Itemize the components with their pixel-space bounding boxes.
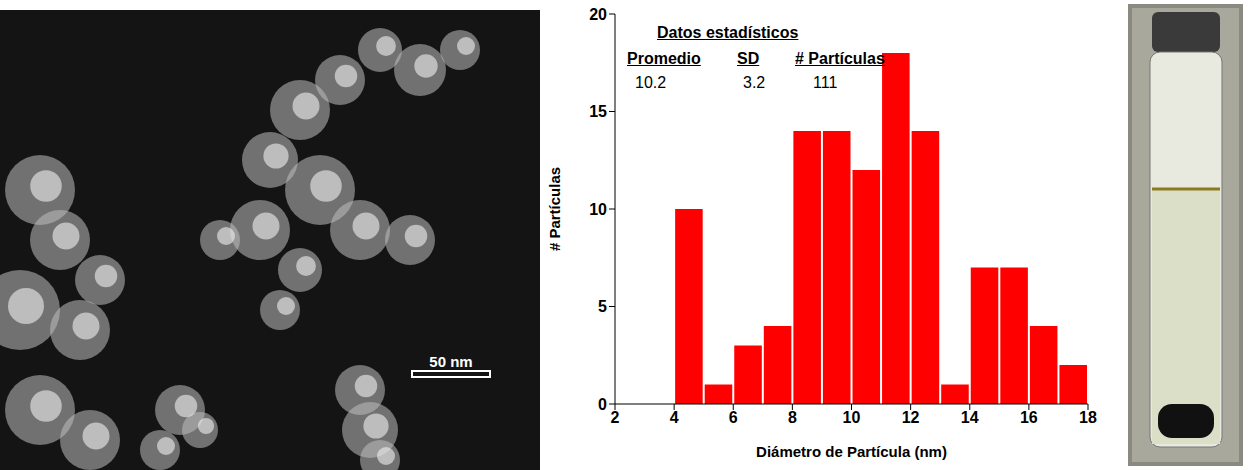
html-text:SD: SD bbox=[737, 50, 760, 67]
html-text:10.2: 10.2 bbox=[635, 74, 667, 91]
svg-text:2: 2 bbox=[611, 409, 620, 426]
svg-text:0: 0 bbox=[598, 396, 607, 413]
svg-text:6: 6 bbox=[729, 409, 738, 426]
svg-text:14: 14 bbox=[961, 409, 979, 426]
html-text:# Partículas: # Partículas bbox=[795, 50, 885, 67]
svg-text:10: 10 bbox=[589, 201, 607, 218]
html-text:111: 111 bbox=[813, 74, 838, 91]
svg-text:10: 10 bbox=[843, 409, 861, 426]
svg-text:12: 12 bbox=[902, 409, 920, 426]
svg-text:16: 16 bbox=[1020, 409, 1038, 426]
html-text:Promedio: Promedio bbox=[627, 50, 701, 67]
html-text:Datos estadísticos: Datos estadísticos bbox=[657, 24, 799, 41]
svg-text:15: 15 bbox=[589, 103, 607, 120]
svg-text:# Partículas: # Partículas bbox=[546, 167, 563, 251]
svg-text:50 nm: 50 nm bbox=[429, 353, 472, 370]
svg-text:20: 20 bbox=[589, 6, 607, 23]
svg-text:Diámetro de Partícula (nm): Diámetro de Partícula (nm) bbox=[756, 443, 947, 460]
svg-text:4: 4 bbox=[670, 409, 679, 426]
svg-text:8: 8 bbox=[788, 409, 797, 426]
svg-text:5: 5 bbox=[598, 298, 607, 315]
html-text:3.2: 3.2 bbox=[743, 74, 766, 91]
svg-text:18: 18 bbox=[1079, 409, 1097, 426]
